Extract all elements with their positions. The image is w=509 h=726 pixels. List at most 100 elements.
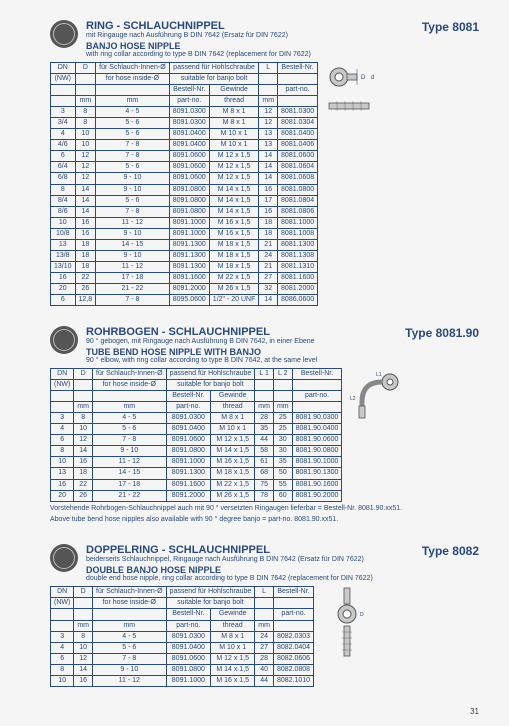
table-cell: 8091.1300 <box>169 250 209 261</box>
table-cell: 8081.0300 <box>278 107 318 118</box>
table-cell: M 10 x 1 <box>209 129 259 140</box>
table-cell: 9 - 10 <box>96 184 170 195</box>
type-label: Type 8081.90 <box>405 326 479 340</box>
table-cell: L <box>255 587 274 598</box>
table-cell: 6 <box>51 294 76 305</box>
table-cell: mm <box>255 402 274 413</box>
table-cell <box>255 609 274 620</box>
table-cell <box>255 598 274 609</box>
svg-text:L2: L2 <box>350 396 356 402</box>
table-cell: 14 <box>75 195 96 206</box>
table-cell: thread <box>211 620 255 631</box>
table-cell: M 14 x 1,5 <box>209 195 259 206</box>
table-cell: part-no. <box>169 96 209 107</box>
table-8081: DNDfür Schlauch-Innen-Øpassend für Hohls… <box>50 62 318 306</box>
table-cell: 21 - 22 <box>96 283 170 294</box>
logo-icon <box>50 326 78 354</box>
table-cell: für Schlauch-Innen-Ø <box>93 587 167 598</box>
table-cell: 18 <box>259 217 278 228</box>
table-cell: D <box>74 587 93 598</box>
section-header: DOPPELRING - SCHLAUCHNIPPEL beiderseits … <box>50 544 479 586</box>
subtitle-de: beiderseits Schlauchnippel, Ringauge nac… <box>86 556 373 563</box>
table-cell: 8082.1010 <box>273 675 313 686</box>
table-cell: 8091.0400 <box>166 424 211 435</box>
table-cell: 4 - 5 <box>96 107 170 118</box>
subtitle-en: double end hose nipple, ring collar acco… <box>86 575 373 582</box>
table-cell: 8 <box>74 413 93 424</box>
table-cell: 8091.2000 <box>169 283 209 294</box>
table-cell: 40 <box>255 664 274 675</box>
table-cell: M 12 x 1,5 <box>209 151 259 162</box>
table-cell: 22 <box>75 272 96 283</box>
table-cell <box>273 598 313 609</box>
table-cell: 8081.0608 <box>278 173 318 184</box>
table-cell: 8081.0604 <box>278 162 318 173</box>
table-cell: 3 <box>51 631 74 642</box>
table-cell: 8091.1000 <box>169 217 209 228</box>
table-cell: 8081.90.0400 <box>292 424 342 435</box>
table-cell: Bestell-Nr. <box>278 63 318 74</box>
table-cell: Bestell-Nr. <box>169 85 209 96</box>
table-cell: 8091.0300 <box>166 631 211 642</box>
subtitle-de: 90 ° gebogen, mit Ringauge nach Ausführu… <box>86 338 317 345</box>
table-cell <box>259 85 278 96</box>
table-cell: 13/10 <box>51 261 76 272</box>
table-cell: thread <box>211 402 255 413</box>
table-cell <box>96 85 170 96</box>
table-cell <box>74 380 93 391</box>
table-cell: 16 <box>259 184 278 195</box>
table-cell: DN <box>51 63 76 74</box>
table-cell: 75 <box>255 479 274 490</box>
table-cell: 14 <box>259 294 278 305</box>
table-cell: M 10 x 1 <box>211 642 255 653</box>
table-cell: 8091.0800 <box>169 184 209 195</box>
table-cell: M 10 x 1 <box>209 140 259 151</box>
table-cell: 26 <box>74 490 93 501</box>
table-cell <box>93 391 167 402</box>
table-cell: 7 - 8 <box>96 140 170 151</box>
table-cell: for hose inside-Ø <box>93 380 167 391</box>
table-cell: mm <box>74 402 93 413</box>
table-cell: 10 <box>51 457 74 468</box>
table-cell: 8091.0300 <box>169 118 209 129</box>
table-cell: 8 <box>74 631 93 642</box>
table-cell: 8081.1000 <box>278 217 318 228</box>
table-cell: 9 - 10 <box>96 250 170 261</box>
table-cell: 8091.0600 <box>169 162 209 173</box>
table-cell: 10 <box>75 129 96 140</box>
table-cell: 8082.0606 <box>273 653 313 664</box>
table-cell: mm <box>74 620 93 631</box>
table-cell: 4 <box>51 129 76 140</box>
section-header: ROHRBOGEN - SCHLAUCHNIPPEL 90 ° gebogen,… <box>50 326 479 368</box>
table-cell: Gewinde <box>209 85 259 96</box>
table-cell: 7 - 8 <box>93 653 167 664</box>
table-cell: M 8 x 1 <box>211 413 255 424</box>
table-cell: 32 <box>259 283 278 294</box>
table-cell: for hose inside-Ø <box>96 74 170 85</box>
table-cell: 14 - 15 <box>96 239 170 250</box>
table-cell: suitable for banjo bolt <box>169 74 259 85</box>
table-cell: 3 <box>51 413 74 424</box>
table-cell <box>75 85 96 96</box>
title-block: DOPPELRING - SCHLAUCHNIPPEL beiderseits … <box>86 544 479 586</box>
table-cell <box>292 402 342 413</box>
table-cell: M 12 x 1,5 <box>211 435 255 446</box>
table-8082: DNDfür Schlauch-Innen-Øpassend für Hohls… <box>50 586 314 686</box>
table-cell: 24 <box>255 631 274 642</box>
table-cell: mm <box>93 620 167 631</box>
table-cell: 10 <box>51 217 76 228</box>
logo-icon <box>50 544 78 572</box>
table-cell <box>278 74 318 85</box>
table-cell: 8091.0300 <box>166 413 211 424</box>
table-cell: 13/8 <box>51 250 76 261</box>
table-cell: 7 - 8 <box>96 294 170 305</box>
table-cell: 8091.2000 <box>166 490 211 501</box>
table-cell: 12 <box>75 162 96 173</box>
table-cell: 3/4 <box>51 118 76 129</box>
table-cell: 8081.2000 <box>278 283 318 294</box>
table-cell <box>255 380 274 391</box>
table-cell: 16 <box>75 228 96 239</box>
subtitle-en: with ring collar according to type B DIN… <box>86 51 311 58</box>
table-cell: 4/6 <box>51 140 76 151</box>
table-cell: 4 <box>51 424 74 435</box>
